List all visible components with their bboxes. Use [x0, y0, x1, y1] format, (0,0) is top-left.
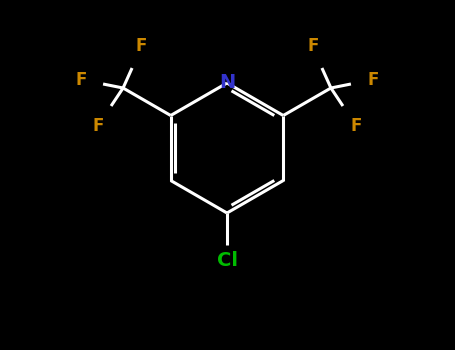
Text: F: F: [76, 71, 87, 89]
Text: F: F: [350, 117, 362, 135]
Text: F: F: [136, 37, 147, 55]
Text: F: F: [307, 37, 318, 55]
Text: N: N: [219, 74, 235, 92]
Text: F: F: [92, 117, 104, 135]
Text: F: F: [367, 71, 379, 89]
Text: Cl: Cl: [217, 251, 238, 270]
